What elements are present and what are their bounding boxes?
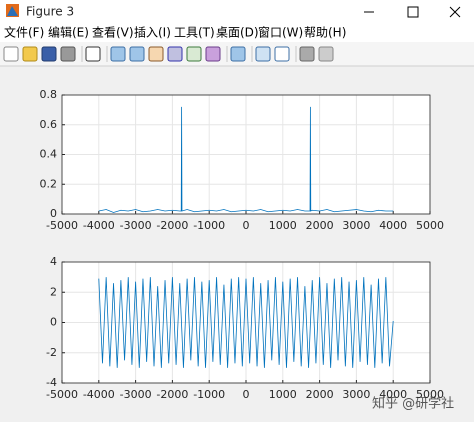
toolbar-button[interactable]: [22, 46, 38, 62]
title-bar: [0, 0, 474, 22]
x-tick-label: 4000: [379, 219, 407, 232]
y-tick-label: 2: [50, 285, 57, 298]
y-tick-label: 0.4: [40, 148, 58, 161]
y-tick-label: -4: [46, 376, 57, 389]
x-tick-label: 2000: [306, 388, 334, 401]
menu-item[interactable]: 窗口(W): [258, 26, 303, 40]
menu-bar: [0, 22, 474, 42]
toolbar-button[interactable]: [186, 46, 202, 62]
toolbar-button[interactable]: [60, 46, 76, 62]
x-tick-label: -5000: [46, 219, 78, 232]
y-tick-label: -2: [46, 346, 57, 359]
maximize-button[interactable]: [407, 6, 419, 18]
x-tick-label: -5000: [46, 388, 78, 401]
menu-item[interactable]: 桌面(D): [216, 26, 259, 40]
menu-item[interactable]: 文件(F): [4, 25, 44, 40]
x-tick-label: 1000: [269, 388, 297, 401]
window-title: Figure 3: [26, 5, 74, 19]
x-tick-label: -1000: [193, 219, 225, 232]
x-tick-label: 5000: [416, 219, 444, 232]
x-tick-label: -2000: [156, 219, 188, 232]
toolbar-button[interactable]: [41, 46, 57, 62]
x-tick-label: -1000: [193, 388, 225, 401]
x-tick-label: 3000: [342, 219, 370, 232]
x-tick-label: 0: [243, 219, 250, 232]
toolbar-button[interactable]: [3, 46, 19, 62]
y-tick-label: 0: [50, 316, 57, 329]
x-tick-label: 4000: [379, 388, 407, 401]
menu-item[interactable]: 编辑(E): [48, 25, 89, 40]
data-line: [98, 277, 394, 368]
x-tick-label: 1000: [269, 219, 297, 232]
toolbar-button[interactable]: [167, 46, 183, 62]
toolbar-button[interactable]: [129, 46, 145, 62]
menu-item[interactable]: 工具(T): [174, 26, 215, 40]
toolbar-icons: [3, 46, 334, 62]
toolbar-button[interactable]: [205, 46, 221, 62]
y-tick-label: 4: [50, 255, 57, 268]
toolbar-button[interactable]: [110, 46, 126, 62]
x-tick-label: 0: [243, 388, 250, 401]
toolbar-button[interactable]: [230, 46, 246, 62]
axes-box: [61, 261, 431, 384]
x-tick-label: -4000: [83, 219, 115, 232]
toolbar-button[interactable]: [299, 46, 315, 62]
y-tick-label: 0.6: [40, 118, 58, 131]
y-tick-label: 0.8: [40, 88, 58, 101]
toolbar-button[interactable]: [85, 46, 101, 62]
watermark: 知乎 @研学社: [372, 396, 454, 412]
toolbar-button[interactable]: [274, 46, 290, 62]
axes-box: [61, 94, 431, 215]
y-tick-label: 0.2: [40, 177, 58, 190]
data-line: [98, 106, 394, 213]
x-tick-label: -4000: [83, 388, 115, 401]
close-button[interactable]: [449, 6, 461, 18]
x-tick-label: 3000: [342, 388, 370, 401]
menu-item[interactable]: 插入(I): [134, 26, 171, 40]
menu-item[interactable]: 帮助(H): [304, 26, 346, 40]
x-tick-label: -3000: [120, 219, 152, 232]
toolbar-button[interactable]: [318, 46, 334, 62]
x-tick-label: -2000: [156, 388, 188, 401]
toolbar-button[interactable]: [148, 46, 164, 62]
app-icon-shape: [7, 6, 18, 16]
y-tick-label: 0: [50, 207, 57, 220]
x-tick-label: -3000: [120, 388, 152, 401]
x-tick-label: 5000: [416, 388, 444, 401]
x-tick-label: 2000: [306, 219, 334, 232]
menu-item[interactable]: 查看(V): [92, 26, 134, 40]
toolbar-button[interactable]: [255, 46, 271, 62]
